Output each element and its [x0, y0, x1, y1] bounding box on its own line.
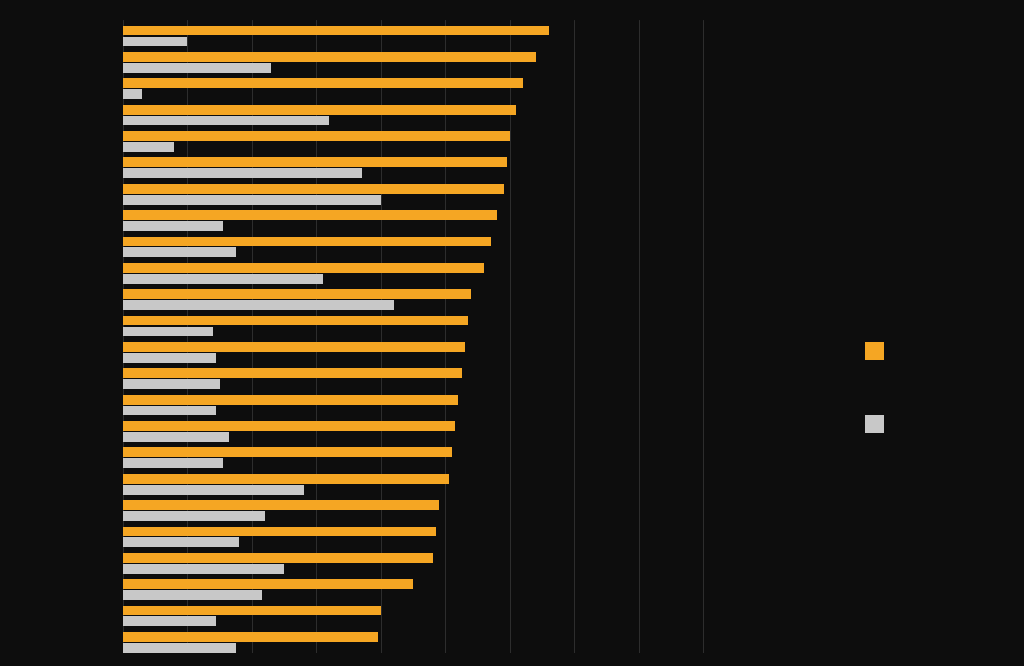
Bar: [123, 37, 187, 47]
Bar: [123, 326, 213, 336]
Bar: [123, 368, 462, 378]
Bar: [123, 643, 236, 653]
Bar: [123, 210, 497, 220]
Bar: [123, 142, 174, 152]
Bar: [123, 474, 449, 484]
Bar: [123, 274, 323, 284]
Bar: [123, 79, 523, 88]
Bar: [123, 379, 219, 389]
Bar: [123, 105, 516, 115]
Bar: [123, 511, 265, 521]
Bar: [123, 289, 471, 299]
Bar: [123, 316, 468, 326]
Bar: [123, 448, 452, 458]
Bar: [123, 421, 455, 431]
Bar: [123, 537, 239, 547]
Bar: [123, 236, 490, 246]
Bar: [123, 157, 507, 167]
Bar: [123, 432, 229, 442]
Bar: [123, 263, 484, 273]
Bar: [123, 353, 216, 363]
Bar: [123, 168, 361, 178]
Bar: [123, 52, 536, 62]
Bar: [123, 485, 303, 494]
Bar: [123, 632, 378, 642]
Bar: [123, 63, 271, 73]
Bar: [123, 500, 439, 510]
Bar: [123, 221, 223, 231]
Bar: [123, 342, 465, 352]
Bar: [123, 458, 223, 468]
Bar: [123, 184, 504, 194]
Bar: [123, 116, 330, 125]
Bar: [123, 553, 432, 563]
Bar: [123, 617, 216, 626]
Bar: [123, 527, 436, 536]
Bar: [123, 590, 261, 600]
Bar: [123, 406, 216, 416]
Bar: [123, 564, 284, 573]
Bar: [123, 300, 394, 310]
Bar: [123, 395, 459, 404]
Bar: [123, 605, 381, 615]
Bar: [123, 579, 414, 589]
Bar: [123, 26, 549, 35]
Bar: [123, 89, 142, 99]
Bar: [123, 131, 510, 141]
Bar: [123, 248, 236, 257]
Bar: [123, 194, 381, 204]
